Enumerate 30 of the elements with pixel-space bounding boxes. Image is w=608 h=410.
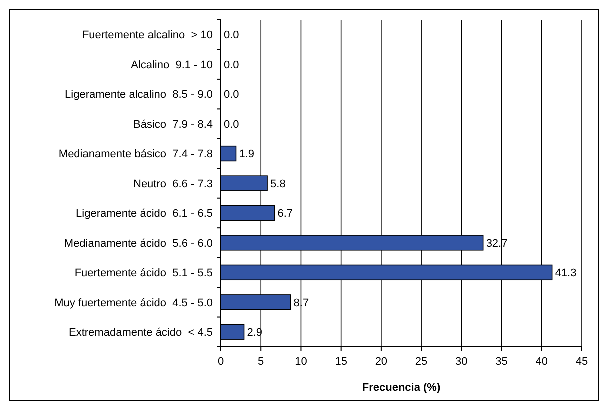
data-label: 41.3 (555, 268, 577, 280)
x-tick-label: 25 (415, 356, 428, 368)
data-label: 0.0 (224, 59, 240, 72)
y-tick-label: Ligeramente alcalino 8.5 - 9.0 (65, 89, 213, 102)
data-label: 0.0 (224, 89, 240, 102)
y-tick-label: Extremadamente ácido < 4.5 (69, 326, 213, 339)
y-tick-label: Fuertemente ácido 5.1 - 5.5 (74, 268, 213, 280)
x-tick-label: 30 (456, 356, 468, 368)
data-label: 0.0 (224, 30, 240, 42)
data-label: 1.9 (239, 148, 255, 161)
y-tick-label: Neutro 6.6 - 7.3 (134, 178, 213, 190)
data-label: 0.0 (224, 118, 240, 131)
x-tick-label: 45 (576, 356, 588, 368)
data-label: 5.8 (270, 178, 286, 190)
y-tick-label: Alcalino 9.1 - 10 (131, 59, 213, 72)
y-tick-label: Medianamente ácido 5.6 - 6.0 (64, 238, 213, 250)
x-tick-label: 35 (496, 356, 508, 368)
y-tick-label: Medianamente básico 7.4 - 7.8 (58, 148, 213, 161)
x-tick-label: 5 (258, 356, 264, 368)
y-tick-label: Muy fuertemente ácido 4.5 - 5.0 (54, 297, 213, 310)
x-tick-label: 0 (218, 356, 224, 368)
x-tick-label: 10 (295, 356, 308, 368)
x-axis-title: Frecuencia (%) (362, 382, 441, 394)
y-tick-label: Básico 7.9 - 8.4 (134, 118, 213, 131)
y-tick-label: Ligeramente ácido 6.1 - 6.5 (76, 208, 213, 220)
x-tick-label: 15 (335, 356, 348, 368)
x-tick-label: 40 (536, 356, 548, 368)
y-tick-label: Fuertemente alcalino > 10 (82, 30, 213, 42)
x-tick-label: 20 (375, 356, 388, 368)
data-label: 6.7 (278, 208, 294, 220)
